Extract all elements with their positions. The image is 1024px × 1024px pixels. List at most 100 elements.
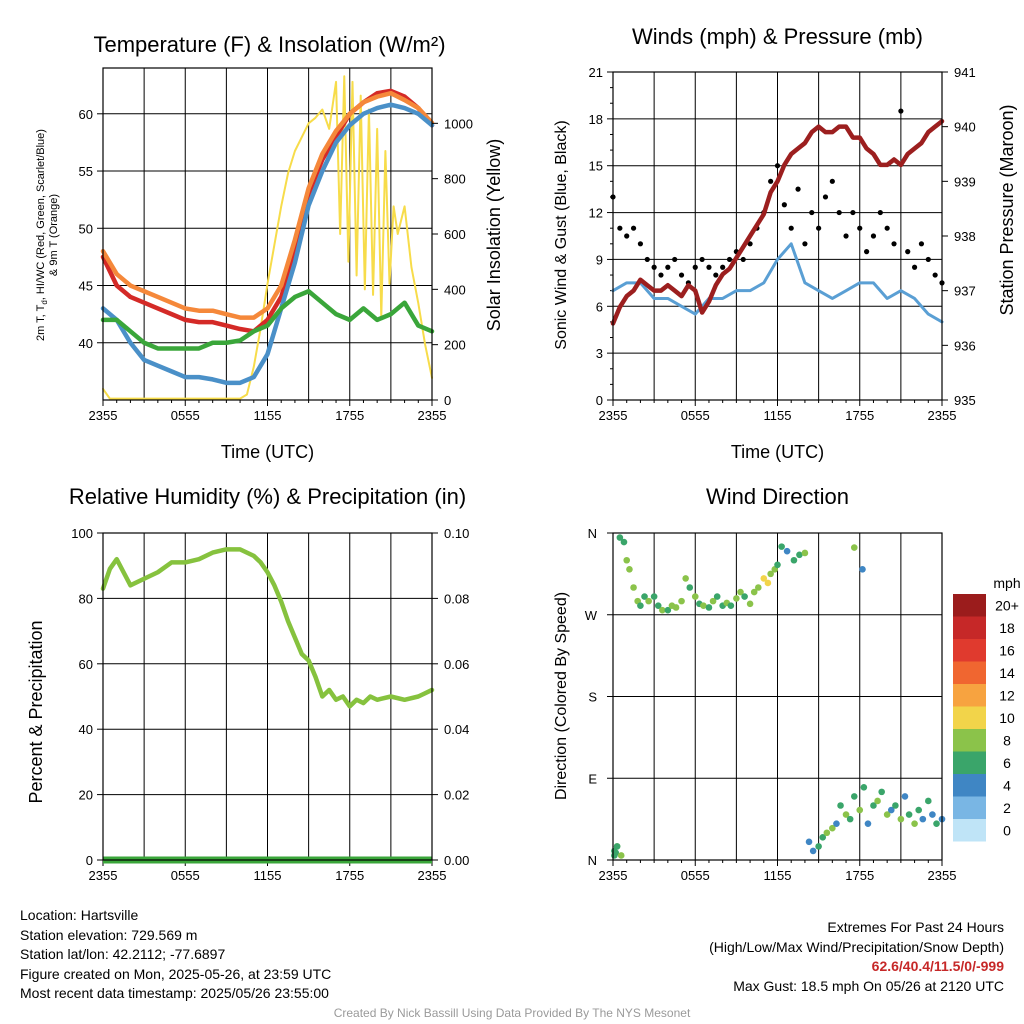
direction-point xyxy=(801,549,809,557)
y-tick-label: 50 xyxy=(79,221,93,236)
x-tick-label: 2355 xyxy=(89,868,118,883)
direction-point xyxy=(630,584,637,591)
y-right-tick-label: 937 xyxy=(954,284,976,299)
gust-point xyxy=(795,186,801,192)
legend-swatch xyxy=(953,729,986,752)
direction-point xyxy=(682,575,689,582)
y-axis-label: 2m T, Td, HI/WC (Red, Green, Scarlet/Blu… xyxy=(35,129,60,341)
legend-swatch xyxy=(953,661,986,684)
x-tick-label: 1155 xyxy=(254,868,282,883)
direction-point xyxy=(641,593,648,600)
gust-point xyxy=(630,225,637,231)
direction-point xyxy=(790,556,798,564)
gust-point xyxy=(788,225,794,231)
y-label-subscript: d xyxy=(40,300,49,304)
gust-point xyxy=(870,233,877,239)
y-label-line1-rest: , HI/WC (Red, Green, Scarlet/Blue) xyxy=(35,129,47,300)
y-tick-label: 21 xyxy=(589,65,603,80)
x-tick-label: 1755 xyxy=(845,408,874,423)
gust-point xyxy=(747,241,753,247)
gust-point xyxy=(726,256,733,263)
gust-point xyxy=(651,264,657,270)
direction-point xyxy=(645,597,652,605)
legend-label: 16 xyxy=(999,642,1015,658)
gust-point xyxy=(911,264,918,270)
series-2m-t xyxy=(100,88,435,334)
direction-point xyxy=(755,584,762,591)
direction-point xyxy=(883,811,891,818)
y-axis-label: Sonic Wind & Gust (Blue, Black) xyxy=(553,120,570,349)
direction-point xyxy=(650,593,658,600)
y-tick-label: 0 xyxy=(86,853,93,868)
gust-point xyxy=(836,209,842,216)
direction-point xyxy=(760,575,768,582)
gust-point xyxy=(884,225,890,231)
y-right-tick-label: 0 xyxy=(444,393,451,408)
legend-label: 2 xyxy=(1003,800,1011,816)
x-tick-label: 1755 xyxy=(845,868,874,883)
winds-pressure-chart: 2355 0555 1155 1755 235503691215182193593693… xyxy=(553,24,1017,462)
gust-point xyxy=(665,264,671,270)
direction-point xyxy=(829,824,836,832)
direction-point xyxy=(664,606,672,614)
y-tick-label: N xyxy=(588,526,597,541)
x-tick-label: 2355 xyxy=(928,868,957,883)
direction-point xyxy=(901,793,909,800)
direction-point xyxy=(850,793,858,800)
y-tick-label: 9 xyxy=(596,252,603,267)
credit-text: Created By Nick Bassill Using Data Provi… xyxy=(333,1006,691,1020)
x-axis-label: Time (UTC) xyxy=(221,442,314,462)
y-right-tick-label: 935 xyxy=(954,393,976,408)
direction-point xyxy=(933,820,940,827)
direction-point xyxy=(929,811,936,818)
direction-point xyxy=(727,602,735,609)
direction-point xyxy=(700,602,707,609)
direction-point xyxy=(919,815,927,823)
direction-point xyxy=(805,838,813,846)
y-tick-label: 55 xyxy=(79,164,93,179)
gust-point xyxy=(624,233,630,239)
location-text: Location: Hartsville xyxy=(20,907,139,923)
y-tick-label: 15 xyxy=(589,159,603,174)
direction-point xyxy=(764,579,772,587)
x-tick-label: 1755 xyxy=(335,408,364,423)
y-tick-label: 12 xyxy=(589,206,603,221)
legend-swatch xyxy=(953,706,986,729)
x-tick-label: 2355 xyxy=(89,408,118,423)
direction-point xyxy=(713,593,721,600)
chart-title: Relative Humidity (%) & Precipitation (i… xyxy=(69,484,466,509)
legend-label: 14 xyxy=(999,665,1015,681)
station-info: Location: Hartsville Station elevation: … xyxy=(20,906,331,1004)
chart-title: Wind Direction xyxy=(706,484,849,509)
legend-label: 4 xyxy=(1003,777,1011,793)
latlon-text: Station lat/lon: 42.2112; -77.6897 xyxy=(20,946,226,962)
plot-border xyxy=(612,532,943,861)
direction-point xyxy=(819,833,827,841)
gust-point xyxy=(802,241,808,247)
x-tick-label: 2355 xyxy=(418,868,447,883)
gust-point xyxy=(713,272,719,278)
gust-point xyxy=(891,241,897,247)
series-td xyxy=(100,288,435,351)
gust-point xyxy=(822,194,829,200)
gust-point xyxy=(843,233,849,239)
legend-label: 20+ xyxy=(995,597,1019,613)
extremes-values: 62.6/40.4/11.5/0/-999 xyxy=(871,958,1004,974)
legend-label: 8 xyxy=(1003,732,1011,748)
y-right-tick-label: 939 xyxy=(954,174,976,189)
direction-point xyxy=(892,802,899,809)
y-right-tick-label: 1000 xyxy=(444,116,473,131)
direction-point xyxy=(691,593,699,600)
direction-point xyxy=(705,604,713,611)
chart-title: Winds (mph) & Pressure (mb) xyxy=(632,24,923,49)
gust-point xyxy=(658,272,664,278)
gust-point xyxy=(857,225,863,231)
y-tick-label: 60 xyxy=(79,107,93,122)
direction-point xyxy=(870,802,877,809)
direction-point xyxy=(709,597,717,605)
gust-point xyxy=(781,202,787,208)
gust-point xyxy=(877,209,883,216)
gust-point xyxy=(816,225,822,231)
direction-point xyxy=(924,797,932,805)
